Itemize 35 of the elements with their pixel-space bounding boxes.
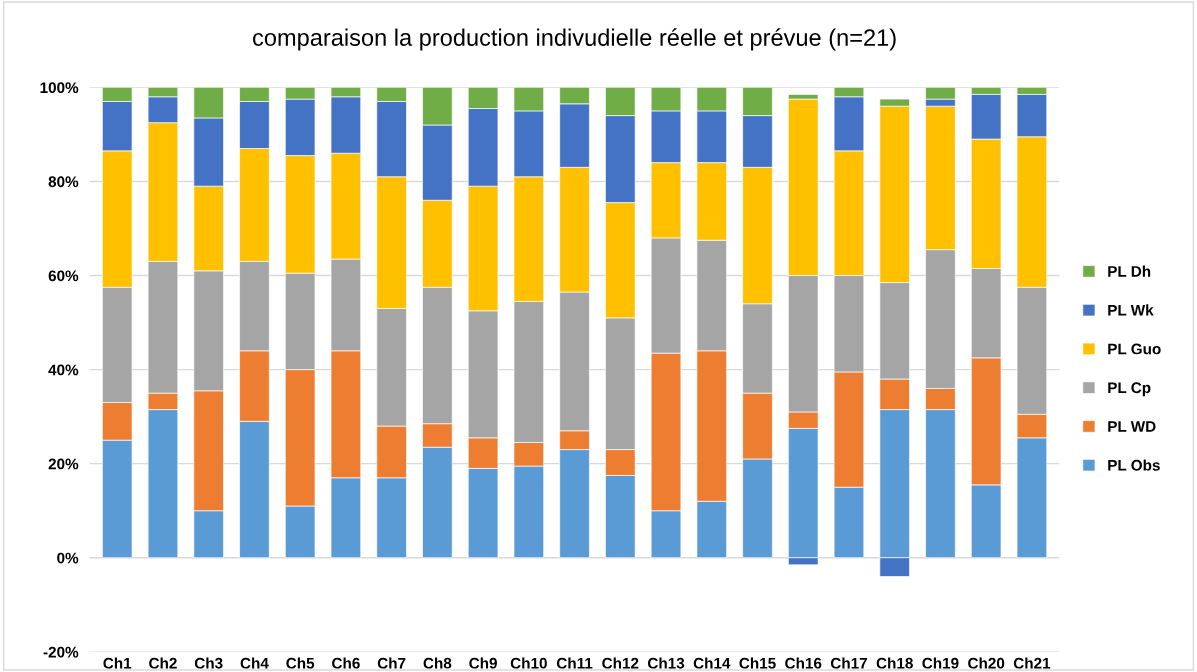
y-tick-label: 100% <box>40 82 79 94</box>
x-tick-label: Ch5 <box>286 657 315 669</box>
x-tick-label: Ch12 <box>602 657 639 669</box>
x-tick-label: Ch14 <box>693 657 731 669</box>
legend-label: PL Obs <box>1108 459 1160 471</box>
y-tick-label: 40% <box>48 364 79 376</box>
x-tick-label: Ch10 <box>510 657 547 669</box>
x-tick-label: Ch9 <box>469 657 497 669</box>
x-tick-label: Ch13 <box>647 657 685 669</box>
x-tick-label: Ch2 <box>149 657 177 669</box>
y-tick-label: -20% <box>43 646 79 658</box>
x-tick-label: Ch16 <box>785 657 822 669</box>
x-tick-label: Ch15 <box>739 657 776 669</box>
x-tick-label: Ch6 <box>332 657 360 669</box>
y-tick-label: 60% <box>48 270 79 282</box>
x-tick-label: Ch11 <box>556 657 593 669</box>
legend-label: PL Wk <box>1108 304 1154 316</box>
x-tick-label: Ch20 <box>968 657 1005 669</box>
y-tick-label: 0% <box>57 552 79 564</box>
x-tick-label: Ch19 <box>922 657 959 669</box>
x-tick-label: Ch7 <box>377 657 406 669</box>
legend-label: PL Cp <box>1108 382 1151 397</box>
legend-label: PL WD <box>1108 421 1156 432</box>
x-tick-label: Ch4 <box>240 657 269 669</box>
x-tick-label: Ch8 <box>423 657 452 669</box>
y-tick-label: 80% <box>48 176 79 188</box>
y-tick-label: 20% <box>48 458 79 470</box>
chart-title: comparaison la production indivudielle réelle et prévue (n=21) <box>253 28 896 51</box>
legend-label: PL Guo <box>1108 343 1161 355</box>
x-tick-label: Ch3 <box>194 657 223 669</box>
legend-label: PL Dh <box>1108 265 1151 277</box>
x-tick-label: Ch18 <box>876 657 913 669</box>
x-tick-label: Ch1 <box>103 657 132 669</box>
x-tick-label: Ch17 <box>830 657 867 669</box>
x-tick-label: Ch21 <box>1013 657 1051 669</box>
